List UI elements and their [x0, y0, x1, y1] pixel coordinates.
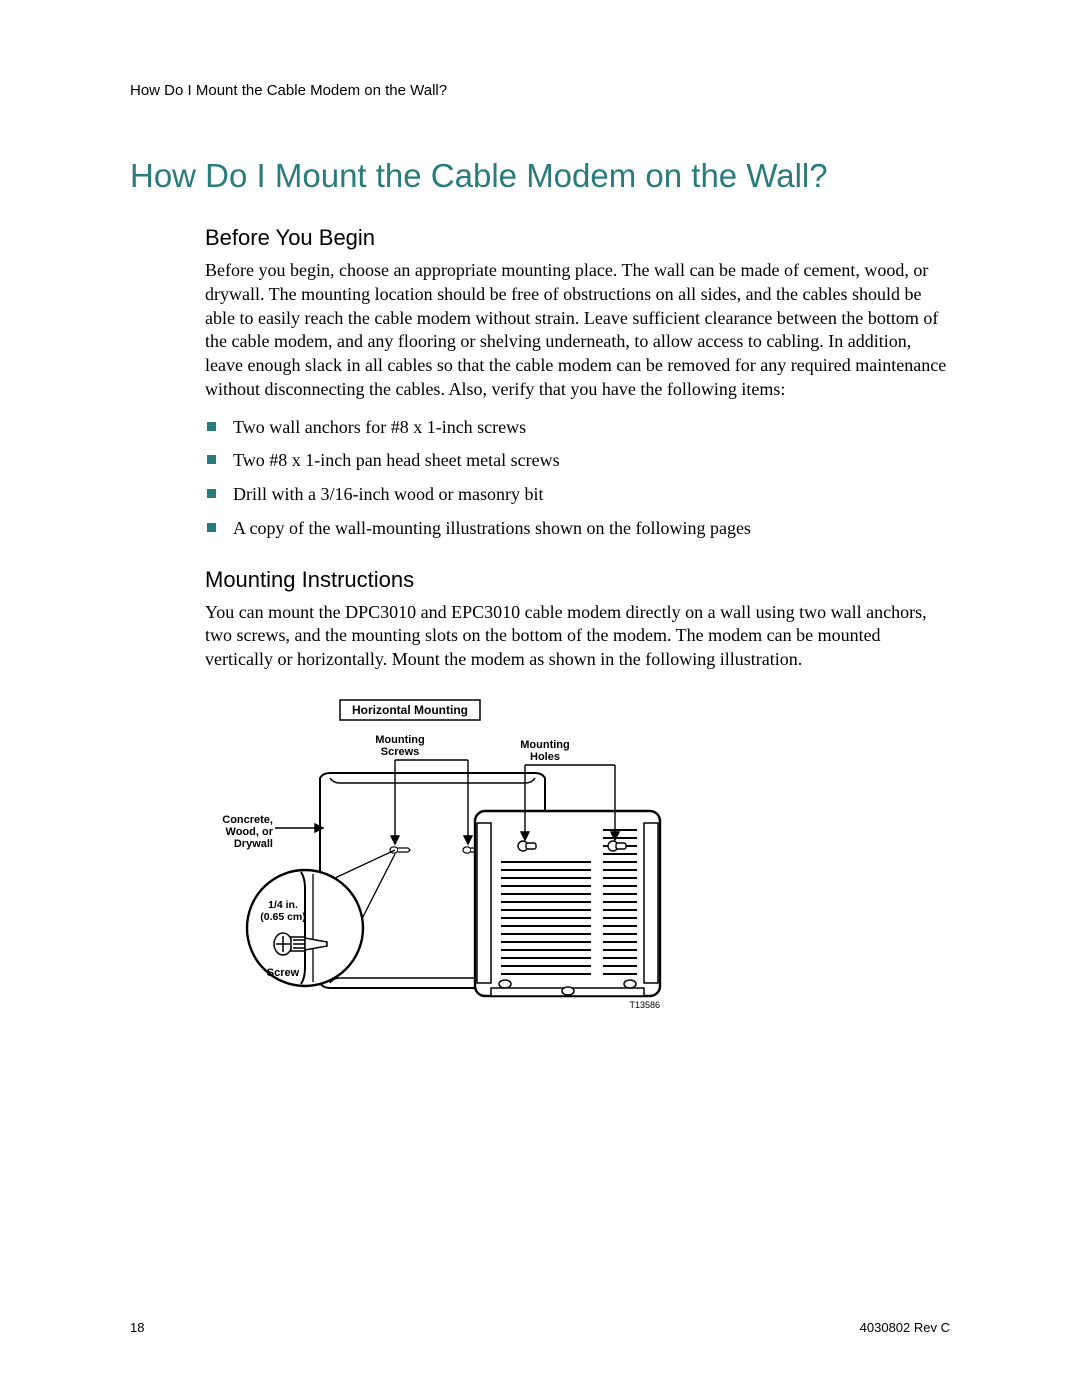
- list-item: Drill with a 3/16-inch wood or masonry b…: [205, 483, 950, 507]
- items-list: Two wall anchors for #8 x 1-inch screws …: [205, 416, 950, 541]
- footer-page-number: 18: [130, 1320, 144, 1335]
- figure-id: T13586: [629, 1000, 660, 1010]
- label-wall-l2: Wood, or: [226, 826, 274, 838]
- heading-before-you-begin: Before You Begin: [205, 225, 950, 251]
- label-gap-l2: (0.65 cm): [260, 911, 306, 923]
- footer-doc-id: 4030802 Rev C: [860, 1320, 950, 1335]
- list-item: Two wall anchors for #8 x 1-inch screws: [205, 416, 950, 440]
- label-wall-l3: Drywall: [234, 838, 273, 850]
- page-title: How Do I Mount the Cable Modem on the Wa…: [130, 157, 950, 195]
- label-mounting-screws-l1: Mounting: [375, 734, 424, 746]
- running-head: How Do I Mount the Cable Modem on the Wa…: [130, 82, 950, 99]
- body-before-you-begin: Before you begin, choose an appropriate …: [205, 259, 950, 402]
- mounting-hole-right-icon: [608, 841, 626, 851]
- label-mounting-screws-l2: Screws: [381, 746, 420, 758]
- label-wall-l1: Concrete,: [222, 814, 273, 826]
- label-gap-l1: 1/4 in.: [268, 899, 298, 911]
- page-footer: 18 4030802 Rev C: [130, 1320, 950, 1335]
- modem-body: [475, 811, 660, 996]
- page: How Do I Mount the Cable Modem on the Wa…: [0, 0, 1080, 1397]
- section-mounting-instructions: Mounting Instructions You can mount the …: [205, 567, 950, 672]
- label-mounting-holes-l2: Holes: [530, 751, 560, 763]
- figure-horizontal-mounting: Horizontal Mounting Mounting Screws: [205, 698, 950, 1038]
- section-before-you-begin: Before You Begin Before you begin, choos…: [205, 225, 950, 541]
- mounting-hole-left-icon: [518, 841, 536, 851]
- list-item: A copy of the wall-mounting illustration…: [205, 517, 950, 541]
- list-item: Two #8 x 1-inch pan head sheet metal scr…: [205, 449, 950, 473]
- arrow-wall: [275, 824, 323, 832]
- figure-label-text: Horizontal Mounting: [352, 703, 468, 717]
- label-mounting-holes-l1: Mounting: [520, 739, 569, 751]
- wall-screw-left-icon: [390, 847, 410, 853]
- heading-mounting-instructions: Mounting Instructions: [205, 567, 950, 593]
- body-mounting-instructions: You can mount the DPC3010 and EPC3010 ca…: [205, 601, 950, 672]
- label-screw: Screw: [267, 967, 300, 979]
